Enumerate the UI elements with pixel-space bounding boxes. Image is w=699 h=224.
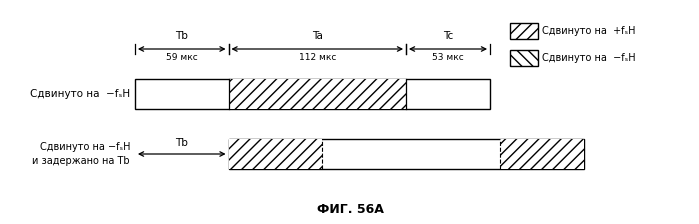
Bar <box>510 23 538 39</box>
Bar <box>500 139 584 169</box>
Text: Tb: Tb <box>175 138 188 148</box>
Text: 112 мкс: 112 мкс <box>298 53 336 62</box>
Text: Сдвинуто на  −fₛH: Сдвинуто на −fₛH <box>30 89 130 99</box>
Bar <box>135 79 490 109</box>
Text: Ta: Ta <box>312 31 323 41</box>
Text: Tb: Tb <box>175 31 188 41</box>
Text: Сдвинуто на  −fₛH: Сдвинуто на −fₛH <box>542 53 635 63</box>
Text: ФИГ. 56А: ФИГ. 56А <box>317 203 384 216</box>
Text: Сдвинуто на −fₛH
и задержано на Tb: Сдвинуто на −fₛH и задержано на Tb <box>32 142 130 166</box>
Text: 53 мкс: 53 мкс <box>432 53 464 62</box>
Text: Tc: Tc <box>443 31 453 41</box>
Text: Сдвинуто на  +fₛH: Сдвинуто на +fₛH <box>542 26 635 36</box>
Text: 59 мкс: 59 мкс <box>166 53 198 62</box>
Bar <box>229 139 584 169</box>
Bar <box>229 79 406 109</box>
Bar <box>510 50 538 66</box>
Bar <box>229 139 322 169</box>
